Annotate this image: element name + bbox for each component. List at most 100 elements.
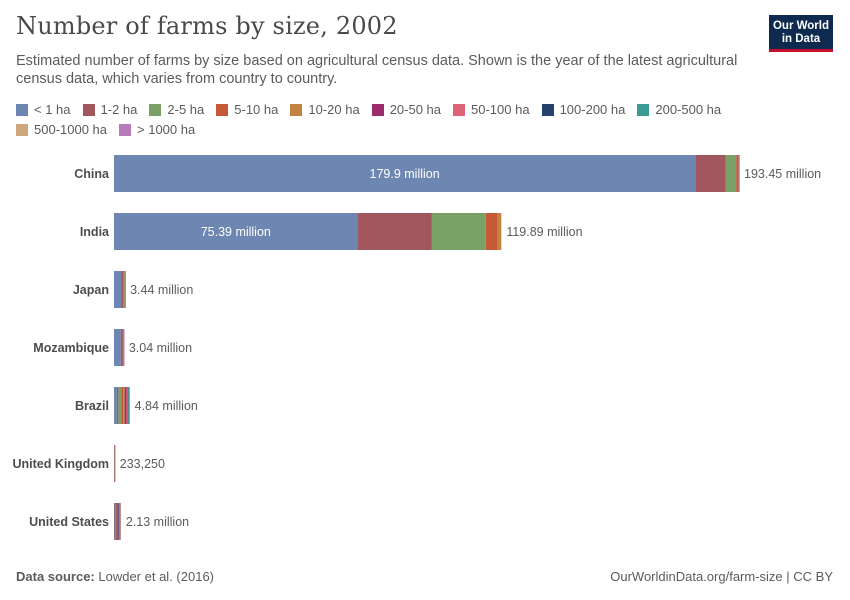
- legend-item-50-100-ha[interactable]: 50-100 ha: [453, 101, 530, 118]
- bar-segment-2-5-ha[interactable]: [114, 503, 116, 540]
- legend-item-100-200-ha[interactable]: 100-200 ha: [541, 101, 626, 118]
- category-label: India: [80, 225, 110, 239]
- legend-item-5-10-ha[interactable]: 5-10 ha: [216, 101, 278, 118]
- legend-swatch: [216, 103, 229, 116]
- bar-group-brazil[interactable]: Brazil 4.84 million: [75, 387, 198, 424]
- bar-segment-1000-ha[interactable]: [120, 503, 121, 540]
- bar-segment-1000-ha[interactable]: [114, 445, 116, 482]
- bar-segment-20-50-ha[interactable]: [116, 503, 118, 540]
- data-source-value[interactable]: Lowder et al. (2016): [98, 569, 214, 584]
- legend-swatch: [16, 103, 28, 116]
- bar-group-united-kingdom[interactable]: United Kingdom 233,250: [12, 445, 165, 482]
- bar-segment-20-50-ha[interactable]: [124, 387, 127, 424]
- bar-segment-1000-ha[interactable]: [123, 329, 125, 366]
- bar-segment-1-ha[interactable]: [114, 155, 696, 192]
- bar-segment-5-10-ha[interactable]: [485, 213, 498, 250]
- legend-label: 200-500 ha: [655, 102, 722, 117]
- legend-item-20-50-ha[interactable]: 20-50 ha: [371, 101, 441, 118]
- bar-segment-100-200-ha[interactable]: [118, 503, 120, 540]
- bar-segment-1-ha[interactable]: [114, 503, 115, 540]
- bar-segment-5-10-ha[interactable]: [115, 503, 116, 540]
- legend-label: 10-20 ha: [308, 102, 360, 117]
- bar-segment-1-ha[interactable]: [114, 271, 122, 308]
- category-label: Brazil: [75, 399, 109, 413]
- bar-segment-2-5-ha[interactable]: [725, 155, 737, 192]
- bar-segment-200-500-ha[interactable]: [119, 503, 120, 540]
- legend-item-500-1000-ha[interactable]: 500-1000 ha: [16, 121, 107, 138]
- chart-title: Number of farms by size, 2002: [16, 12, 398, 40]
- legend-swatch: [637, 103, 650, 116]
- bar-group-united-states[interactable]: United States 2.13 million: [29, 503, 189, 540]
- bar-segment-1-ha[interactable]: [114, 213, 358, 250]
- bar-group-mozambique[interactable]: Mozambique 3.04 million: [33, 329, 192, 366]
- bar-segment-1-ha[interactable]: [114, 387, 117, 424]
- bar-segment-1000-ha[interactable]: [129, 387, 130, 424]
- total-value-label: 193.45 million: [744, 167, 821, 181]
- bar-segment-1-2-ha[interactable]: [116, 387, 119, 424]
- bar-segment-2-5-ha[interactable]: [122, 329, 124, 366]
- legend-item-1-ha[interactable]: < 1 ha: [16, 101, 71, 118]
- total-value-label: 3.44 million: [130, 283, 193, 297]
- legend-label: 100-200 ha: [559, 102, 626, 117]
- bar-segment-1000-ha[interactable]: [125, 271, 126, 308]
- legend-item-10-20-ha[interactable]: 10-20 ha: [290, 101, 360, 118]
- total-value-label: 233,250: [120, 457, 165, 471]
- legend-label: 2-5 ha: [167, 102, 205, 117]
- legend-swatch: [16, 123, 28, 136]
- chart-subtitle: Estimated number of farms by size based …: [16, 53, 738, 87]
- bar-segment-5-10-ha[interactable]: [124, 271, 126, 308]
- bar-segment-1-2-ha[interactable]: [121, 271, 124, 308]
- bar-segment-1-ha[interactable]: [114, 329, 121, 366]
- category-label: China: [74, 167, 110, 181]
- bar-segment-100-200-ha[interactable]: [127, 387, 129, 424]
- bar-segment-2-5-ha[interactable]: [118, 387, 122, 424]
- bar-segment-10-20-ha[interactable]: [738, 155, 739, 192]
- total-value-label: 119.89 million: [506, 225, 582, 239]
- bar-segment-200-500-ha[interactable]: [128, 387, 129, 424]
- legend-item-200-500-ha[interactable]: 200-500 ha: [637, 101, 721, 118]
- segment-value-label: 75.39 million: [201, 225, 271, 239]
- bar-segment-10-20-ha[interactable]: [497, 213, 502, 250]
- logo-line-2: in Data: [781, 33, 821, 45]
- bar-segment-2-5-ha[interactable]: [123, 271, 125, 308]
- bar-group-china[interactable]: China 179.9 million 193.45 million: [74, 155, 821, 192]
- bar-segment-50-100-ha[interactable]: [117, 503, 119, 540]
- bar-segment-500-1000-ha[interactable]: [128, 387, 130, 424]
- bar-segment-10-20-ha[interactable]: [123, 387, 125, 424]
- legend-item-1-2-ha[interactable]: 1-2 ha: [82, 101, 138, 118]
- bar-segment-50-100-ha[interactable]: [126, 387, 128, 424]
- legend-swatch: [371, 103, 384, 116]
- category-label: Japan: [73, 283, 109, 297]
- bar-group-japan[interactable]: Japan 3.44 million: [73, 271, 194, 308]
- bar-segment-5-10-ha[interactable]: [121, 387, 124, 424]
- owid-logo[interactable]: Our World in Data: [769, 15, 833, 52]
- chart-legend: < 1 ha 1-2 ha 2-5 ha 5-10 ha 10-20 ha 20-50 h…: [16, 101, 816, 138]
- legend-item-1000-ha[interactable]: > 1000 ha: [119, 121, 195, 138]
- legend-swatch: [82, 103, 95, 116]
- legend-label: 5-10 ha: [234, 102, 279, 117]
- total-value-label: 2.13 million: [126, 515, 189, 529]
- legend-label: 500-1000 ha: [34, 122, 108, 137]
- legend-label: 50-100 ha: [471, 102, 530, 117]
- bar-segment-500-1000-ha[interactable]: [119, 503, 121, 540]
- category-label: Mozambique: [33, 341, 109, 355]
- source-url[interactable]: OurWorldinData.org/farm-size | CC BY: [610, 569, 833, 584]
- total-value-label: 4.84 million: [135, 399, 198, 413]
- bar-segment-1-2-ha[interactable]: [120, 329, 123, 366]
- bar-segment-10-20-ha[interactable]: [115, 503, 117, 540]
- segment-value-label: 179.9 million: [370, 167, 440, 181]
- bar-group-india[interactable]: India 75.39 million 119.89 million: [80, 213, 583, 250]
- legend-label: < 1 ha: [34, 102, 71, 117]
- legend-swatch: [290, 103, 303, 116]
- legend-item-2-5-ha[interactable]: 2-5 ha: [149, 101, 204, 118]
- bar-segment-1-2-ha[interactable]: [695, 155, 726, 192]
- bar-segment-1-2-ha[interactable]: [357, 213, 432, 250]
- total-value-label: 3.04 million: [129, 341, 192, 355]
- bar-segment-1-2-ha[interactable]: [114, 503, 116, 540]
- bar-segment-1000-ha[interactable]: [738, 155, 740, 192]
- logo-line-1: Our World: [772, 20, 829, 32]
- legend-label: 1-2 ha: [100, 102, 138, 117]
- bar-segment-5-10-ha[interactable]: [736, 155, 739, 192]
- bar-segment-2-5-ha[interactable]: [431, 213, 486, 250]
- category-label: United States: [29, 515, 109, 529]
